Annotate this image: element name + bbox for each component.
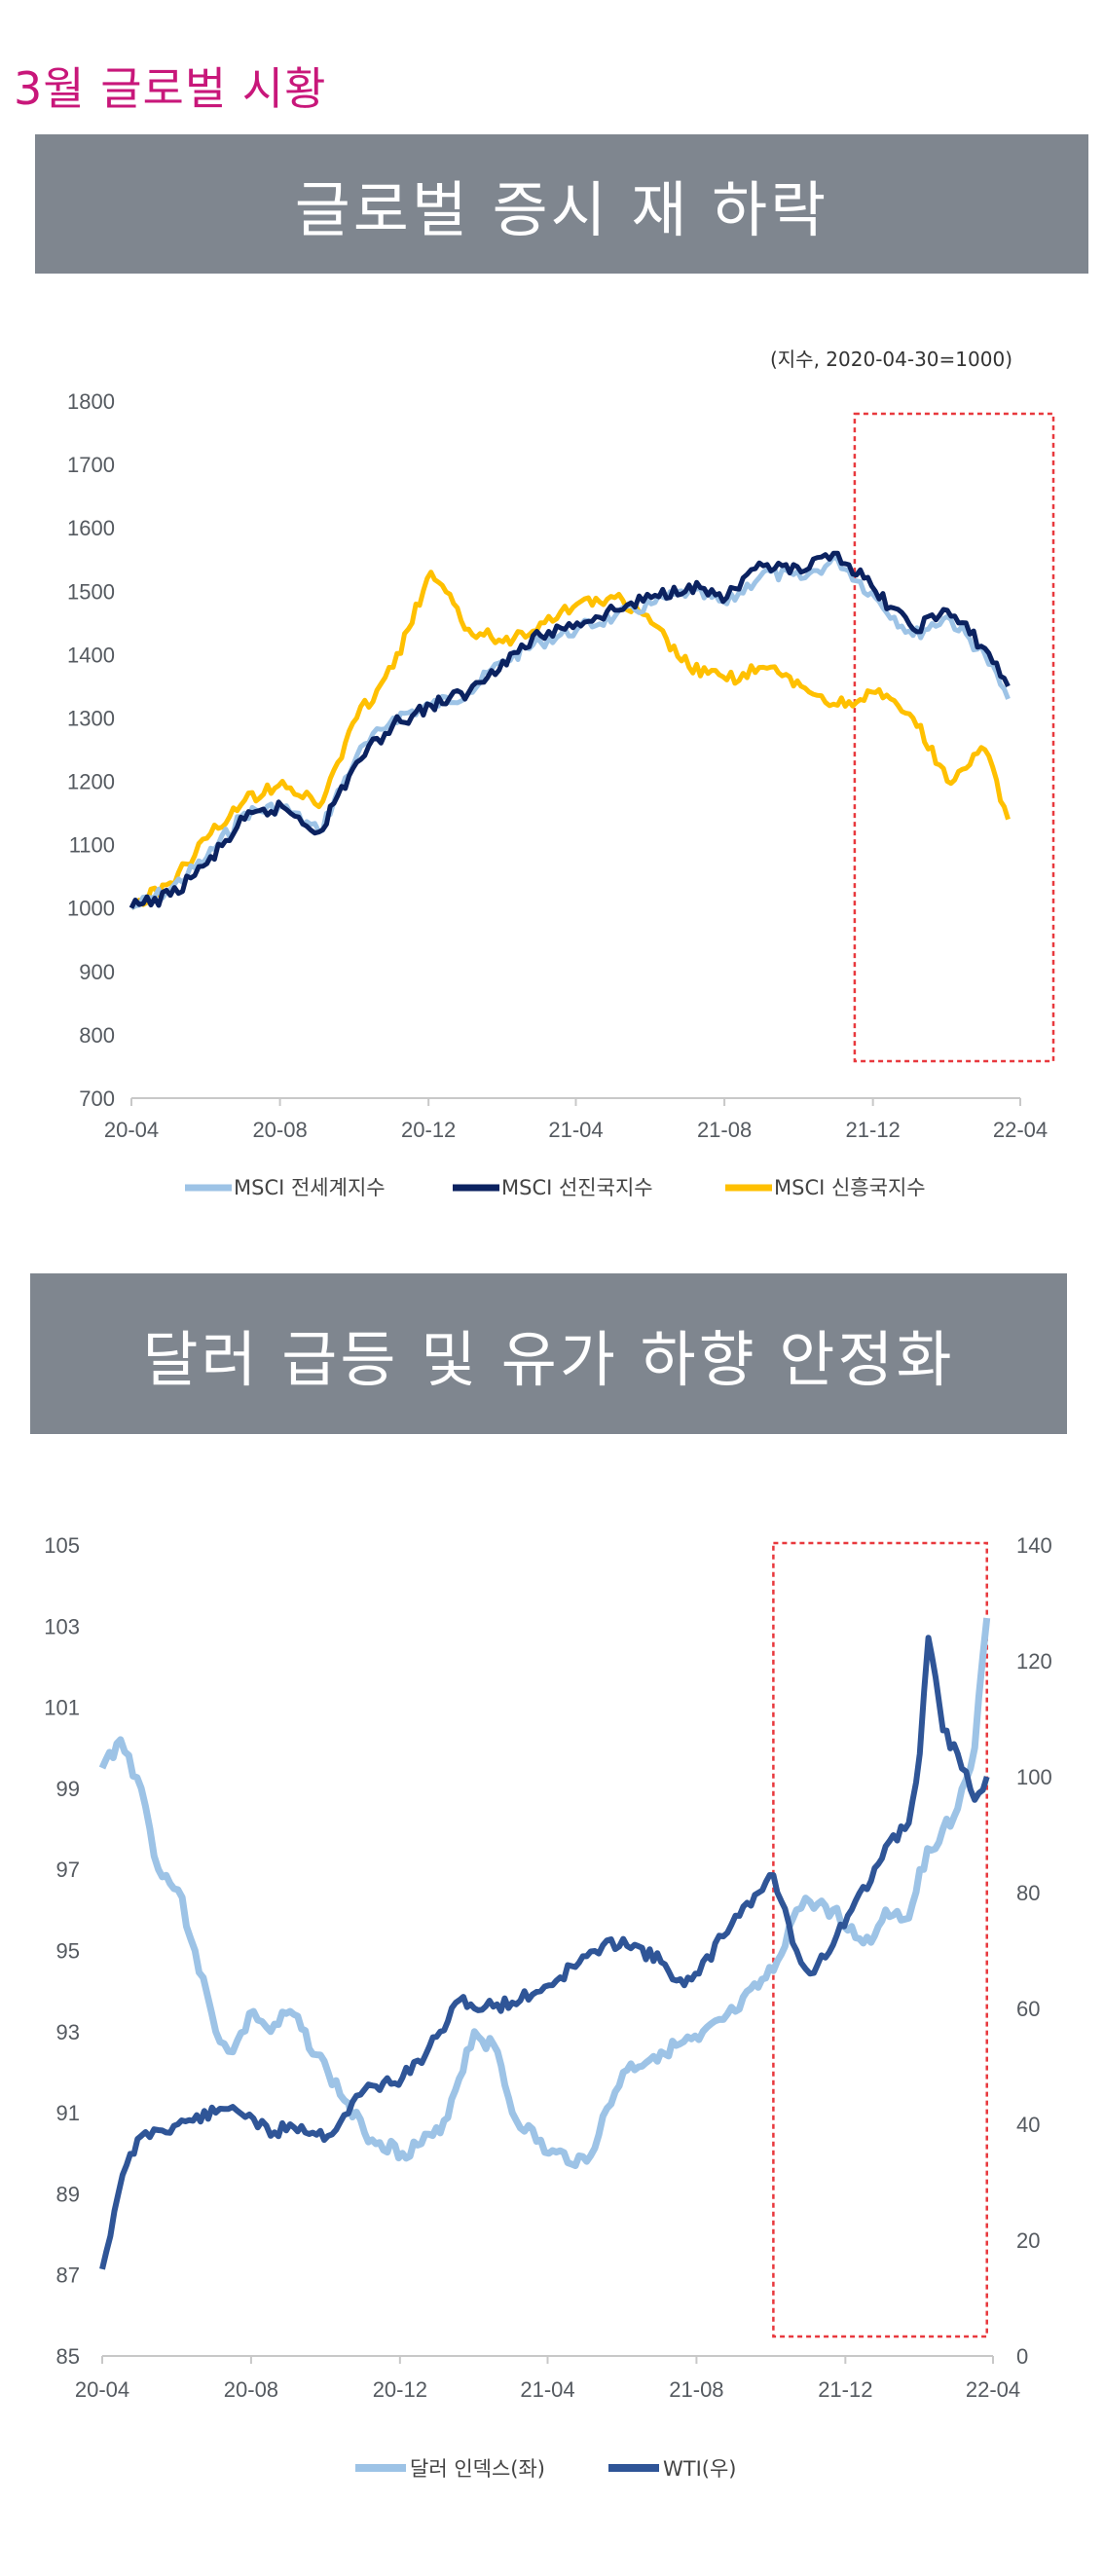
highlight-box <box>853 412 1055 1063</box>
legend-label: MSCI 선진국지수 <box>501 1176 653 1199</box>
x-tick-label: 21-12 <box>846 1118 901 1142</box>
y-tick-label: 1500 <box>67 579 115 604</box>
y-left-tick-label: 91 <box>56 2101 80 2125</box>
x-tick-label: 21-08 <box>697 1118 752 1142</box>
y-tick-label: 1100 <box>69 833 115 858</box>
x-tick-label: 20-12 <box>401 1118 456 1142</box>
x-tick-label: 21-04 <box>548 1118 603 1142</box>
y-left-tick-label: 89 <box>56 2182 80 2206</box>
y-right-tick-label: 100 <box>1016 1765 1052 1789</box>
y-tick-label: 1700 <box>67 453 115 477</box>
y-left-tick-label: 103 <box>44 1614 80 1638</box>
y-right-tick-label: 0 <box>1016 2344 1028 2369</box>
y-tick-label: 1800 <box>67 389 115 414</box>
section-title: 3월 글로벌 시황 <box>14 62 327 115</box>
highlight-box <box>772 1541 988 2338</box>
y-right-tick-label: 60 <box>1016 1997 1040 2021</box>
x-tick-label: 20-08 <box>224 2377 278 2402</box>
y-right-tick-label: 80 <box>1016 1881 1040 1905</box>
y-left-tick-label: 93 <box>56 2020 80 2044</box>
y-left-tick-label: 105 <box>44 1533 80 1558</box>
y-tick-label: 1400 <box>67 643 115 667</box>
x-tick-label: 20-04 <box>104 1118 159 1142</box>
y-tick-label: 1200 <box>67 770 115 794</box>
x-tick-label: 21-08 <box>669 2377 723 2402</box>
x-tick-label: 20-12 <box>373 2377 427 2402</box>
chart2-banner: 달러 급등 및 유가 하향 안정화 <box>30 1273 1067 1434</box>
y-right-tick-label: 40 <box>1016 2113 1040 2137</box>
series-line-developed <box>129 550 1011 909</box>
chart1-note: (지수, 2020-04-30=1000) <box>770 348 1012 371</box>
series-line-wti <box>99 1635 990 2270</box>
chart-msci-indices: (지수, 2020-04-30=1000) 1800 1700 1600 1500 140… <box>67 348 1055 1199</box>
y-left-tick-label: 87 <box>56 2263 80 2288</box>
x-tick-label: 20-04 <box>75 2377 129 2402</box>
legend-label: MSCI 전세계지수 <box>234 1176 386 1199</box>
series-line-dollar-index <box>98 1617 991 2169</box>
x-tick-label: 22-04 <box>993 1118 1048 1142</box>
y-tick-label: 700 <box>79 1086 115 1111</box>
y-tick-label: 900 <box>79 960 115 984</box>
chart-dollar-wti: 105 103 101 99 97 95 93 91 89 87 85 140 120 100 80 60 40… <box>44 1533 1052 2481</box>
x-tick-label: 21-04 <box>520 2377 574 2402</box>
y-tick-label: 1300 <box>67 706 115 730</box>
series-line-emerging <box>129 570 1011 910</box>
y-tick-label: 1600 <box>67 516 115 540</box>
y-right-tick-label: 140 <box>1016 1533 1052 1558</box>
y-left-tick-label: 95 <box>56 1939 80 1964</box>
x-tick-label: 22-04 <box>966 2377 1020 2402</box>
chart1-banner: 글로벌 증시 재 하락 <box>35 134 1088 274</box>
y-tick-label: 1000 <box>67 897 115 921</box>
y-right-tick-label: 120 <box>1016 1649 1052 1674</box>
x-tick-label: 20-08 <box>252 1118 307 1142</box>
legend-label: WTI(우) <box>663 2457 737 2481</box>
y-left-tick-label: 99 <box>56 1777 80 1801</box>
y-right-tick-label: 20 <box>1016 2228 1040 2253</box>
y-left-tick-label: 85 <box>56 2344 80 2369</box>
y-tick-label: 800 <box>79 1023 115 1048</box>
y-left-tick-label: 97 <box>56 1858 80 1882</box>
legend-label: MSCI 신흥국지수 <box>774 1176 926 1199</box>
y-left-tick-label: 101 <box>44 1696 80 1720</box>
x-tick-label: 21-12 <box>818 2377 872 2402</box>
legend-label: 달러 인덱스(좌) <box>410 2457 545 2481</box>
